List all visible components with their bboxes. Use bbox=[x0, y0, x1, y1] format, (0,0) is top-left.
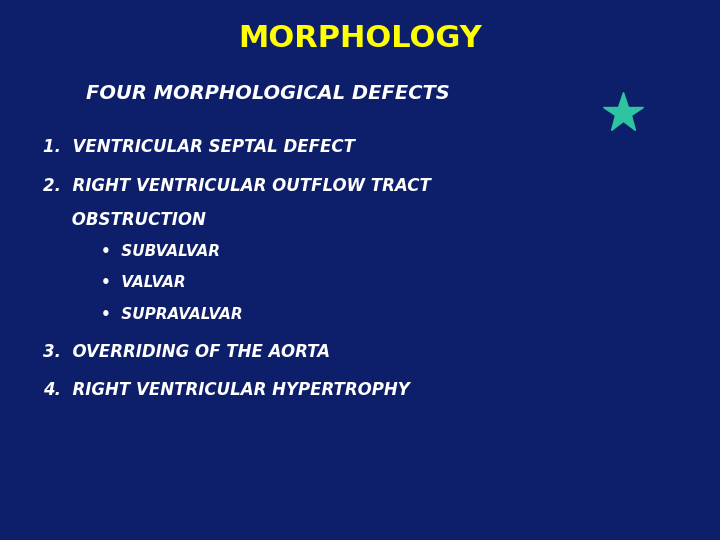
Text: MORPHOLOGY: MORPHOLOGY bbox=[238, 24, 482, 53]
Text: 1.  VENTRICULAR SEPTAL DEFECT: 1. VENTRICULAR SEPTAL DEFECT bbox=[43, 138, 355, 156]
Text: OBSTRUCTION: OBSTRUCTION bbox=[43, 211, 206, 228]
Text: FOUR MORPHOLOGICAL DEFECTS: FOUR MORPHOLOGICAL DEFECTS bbox=[86, 84, 450, 103]
Text: 3.  OVERRIDING OF THE AORTA: 3. OVERRIDING OF THE AORTA bbox=[43, 343, 330, 361]
Text: •  SUBVALVAR: • SUBVALVAR bbox=[101, 244, 220, 259]
Text: •  VALVAR: • VALVAR bbox=[101, 275, 186, 291]
Text: 2.  RIGHT VENTRICULAR OUTFLOW TRACT: 2. RIGHT VENTRICULAR OUTFLOW TRACT bbox=[43, 177, 431, 195]
Text: 4.  RIGHT VENTRICULAR HYPERTROPHY: 4. RIGHT VENTRICULAR HYPERTROPHY bbox=[43, 381, 410, 399]
Text: •  SUPRAVALVAR: • SUPRAVALVAR bbox=[101, 307, 243, 322]
